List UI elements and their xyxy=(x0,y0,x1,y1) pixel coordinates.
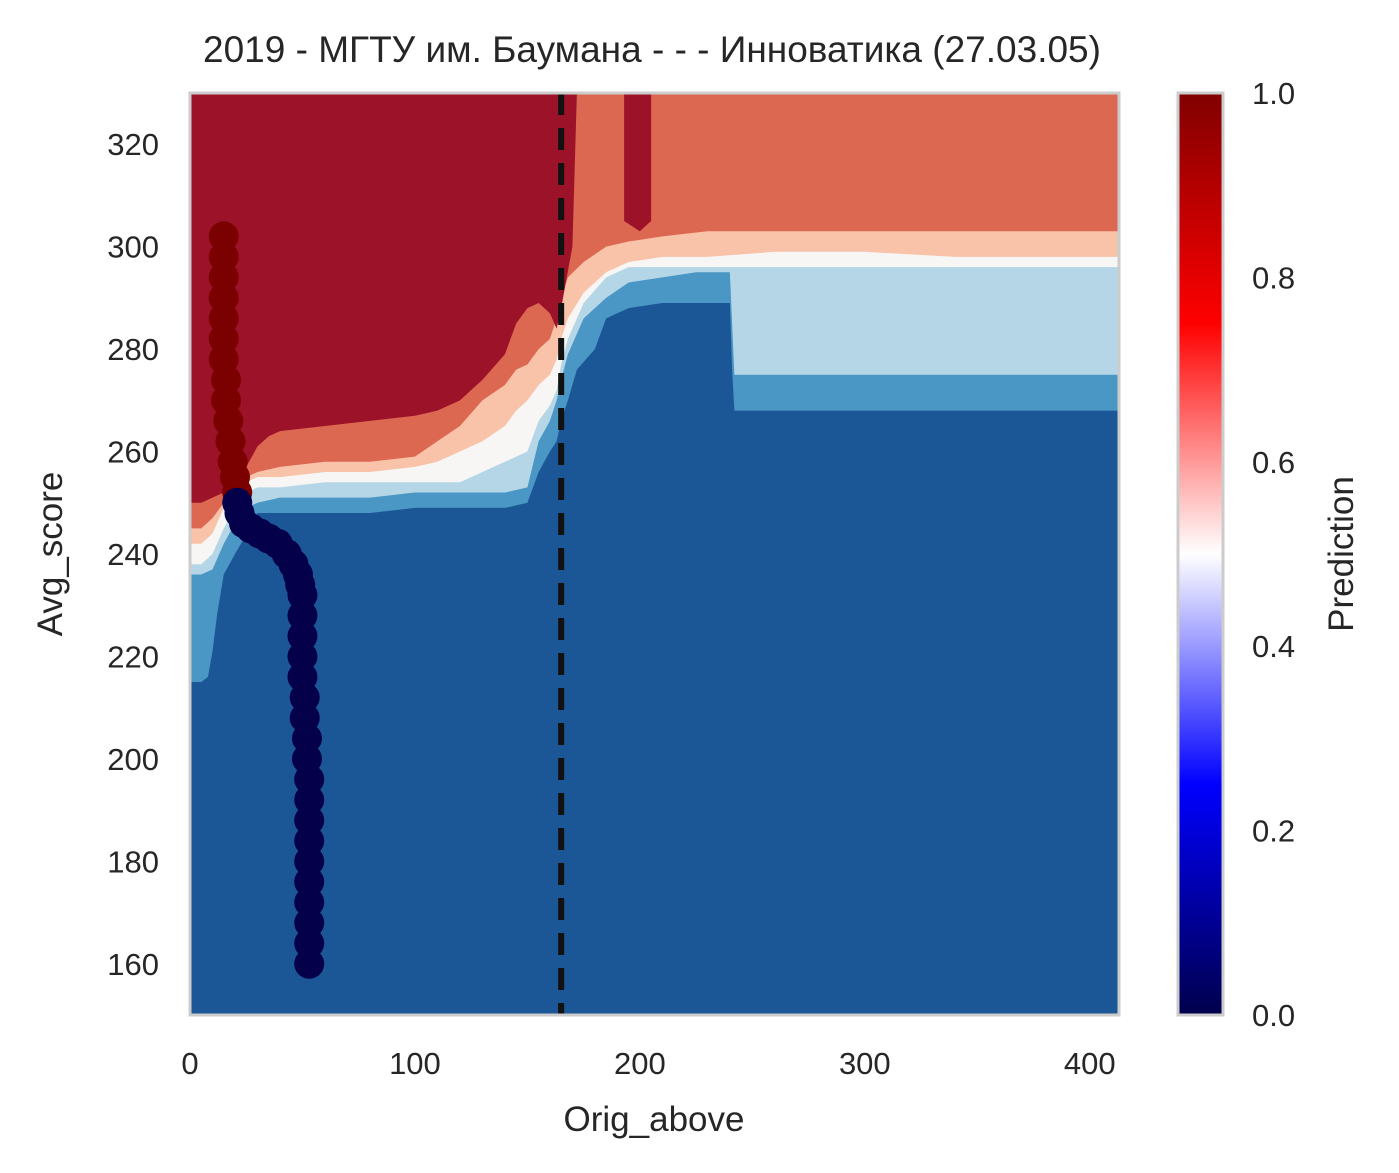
contour-band-b06 xyxy=(190,93,1119,503)
y-tick-label: 220 xyxy=(107,639,159,674)
x-tick-label: 0 xyxy=(181,1046,198,1081)
x-axis-ticks: 0 100 200 300 400 xyxy=(181,1046,1115,1081)
colorbar-tick-label: 0.2 xyxy=(1252,814,1295,849)
y-tick-label: 240 xyxy=(107,537,159,572)
contour-bands xyxy=(190,93,1119,683)
y-axis-label: Avg_score xyxy=(31,472,70,637)
y-tick-label: 160 xyxy=(107,947,159,982)
y-tick-label: 300 xyxy=(107,230,159,265)
colorbar-tick-label: 0.6 xyxy=(1252,445,1295,480)
chart-title: 2019 - МГТУ им. Баумана - - - Инноватика… xyxy=(203,29,1101,70)
x-tick-label: 100 xyxy=(389,1046,441,1081)
y-tick-label: 260 xyxy=(107,435,159,470)
scatter-point xyxy=(294,948,325,979)
y-axis-ticks: 160 180 200 220 240 260 280 300 320 xyxy=(107,127,159,982)
colorbar-tick-label: 1.0 xyxy=(1252,76,1295,111)
x-tick-label: 200 xyxy=(614,1046,666,1081)
colorbar-label: Prediction xyxy=(1322,476,1361,632)
colorbar xyxy=(1176,91,1225,1017)
scatter-series xyxy=(208,221,325,979)
colorbar-ticks: 0.0 0.2 0.4 0.6 0.8 1.0 xyxy=(1252,76,1295,1033)
y-tick-label: 180 xyxy=(107,844,159,879)
colorbar-tick-label: 0.0 xyxy=(1252,998,1295,1033)
x-axis-label: Orig_above xyxy=(564,1100,745,1139)
y-tick-label: 320 xyxy=(107,127,159,162)
y-tick-label: 280 xyxy=(107,332,159,367)
x-tick-label: 400 xyxy=(1064,1046,1116,1081)
colorbar-tick-label: 0.8 xyxy=(1252,260,1295,295)
x-tick-label: 300 xyxy=(839,1046,891,1081)
colorbar-tick-label: 0.4 xyxy=(1252,629,1295,664)
y-tick-label: 200 xyxy=(107,742,159,777)
plot-frame xyxy=(188,91,1121,1017)
plot-area xyxy=(190,93,1119,1015)
